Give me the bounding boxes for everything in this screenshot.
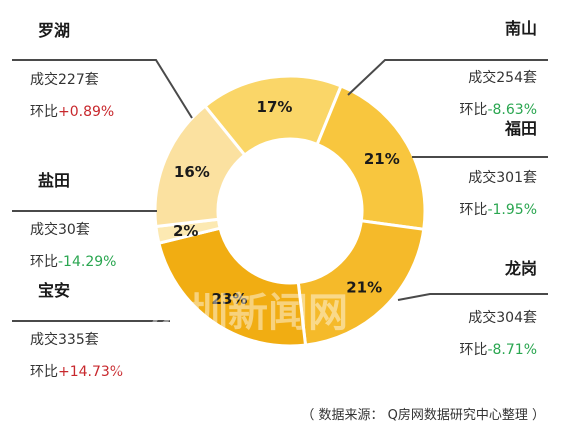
district-name: 南山	[505, 19, 537, 38]
pct-label-福田: 21%	[364, 150, 400, 168]
district-name: 宝安	[38, 281, 70, 300]
callout-lines	[12, 59, 548, 322]
source-note: （ 数据来源： Q房网数据研究中心整理 ）	[301, 407, 545, 423]
slice-龙岗	[296, 219, 426, 347]
mom-change: 环比-8.63%	[459, 102, 537, 118]
deals-count: 成交227套	[30, 71, 99, 88]
slice-福田	[315, 84, 427, 232]
mom-change: 环比-8.71%	[459, 342, 537, 358]
mom-change: 环比+0.89%	[30, 104, 114, 120]
callout-line-龙岗	[397, 293, 548, 301]
pct-label-罗湖: 16%	[174, 163, 210, 181]
pct-label-南山: 17%	[257, 98, 293, 116]
district-name: 罗湖	[38, 21, 70, 40]
slice-宝安	[157, 226, 308, 348]
callout-line-罗湖	[12, 59, 193, 119]
deals-count: 成交301套	[468, 169, 537, 186]
deals-count: 成交335套	[30, 331, 99, 348]
pct-label-盐田: 2%	[173, 222, 198, 240]
mom-change: 环比-14.29%	[30, 254, 116, 270]
slice-罗湖	[153, 103, 247, 229]
deals-count: 成交304套	[468, 309, 537, 326]
watermark-line2: sznews.com	[112, 336, 384, 382]
mom-change: 环比-1.95%	[459, 202, 537, 218]
district-name: 福田	[504, 119, 537, 138]
mom-change: 环比+14.73%	[30, 364, 123, 380]
district-name: 盐田	[38, 171, 70, 190]
deals-count: 成交254套	[468, 69, 537, 86]
watermark-line1: 深圳新闻网	[148, 290, 348, 336]
callout-line-南山	[347, 59, 548, 96]
pct-label-宝安: 23%	[212, 290, 248, 308]
donut-slices	[153, 74, 427, 348]
deals-count: 成交30套	[30, 221, 90, 238]
watermark: 深圳新闻网 sznews.com	[112, 290, 384, 382]
pct-label-龙岗: 21%	[346, 279, 382, 297]
percent-labels: 17% 21% 21% 23% 2% 16%	[173, 98, 400, 308]
district-name: 龙岗	[504, 259, 537, 278]
